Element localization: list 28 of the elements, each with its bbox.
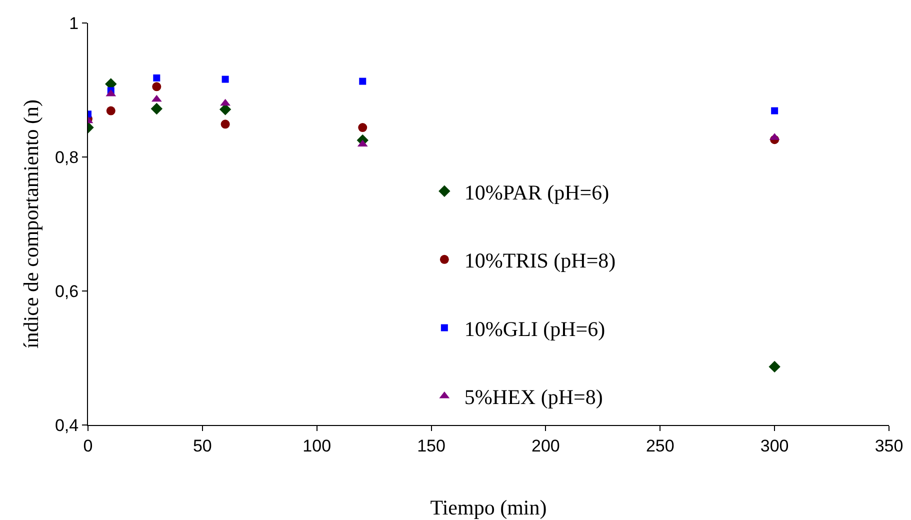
y-tick-label: 1 — [69, 14, 79, 33]
x-tick-label: 250 — [646, 436, 674, 456]
y-axis-title: índice de comportamiento (n) — [19, 100, 44, 348]
x-tick-label: 300 — [760, 436, 789, 456]
y-tick-label: 0,4 — [54, 416, 79, 435]
legend-label: 5%HEX (pH=8) — [464, 385, 603, 410]
x-tick-label: 150 — [417, 436, 446, 456]
point — [768, 360, 780, 373]
y-tick-label: 0,6 — [54, 282, 79, 301]
x-tick-label: 0 — [83, 436, 93, 456]
legend-label: 10%GLI (pH=6) — [464, 316, 606, 341]
legend-label: 10%PAR (pH=6) — [464, 180, 610, 204]
point — [220, 120, 230, 129]
point — [771, 107, 778, 114]
point — [153, 74, 160, 82]
point — [358, 123, 368, 132]
point — [222, 76, 229, 83]
point — [359, 78, 366, 85]
x-tick-label: 50 — [192, 436, 212, 456]
legend-label: 10%TRIS (pH=8) — [464, 248, 616, 273]
x-tick-label: 200 — [532, 436, 560, 456]
point — [152, 82, 162, 92]
x-axis-title: Tiempo (min) — [430, 496, 547, 520]
x-tick-label: 100 — [302, 436, 332, 456]
point — [150, 102, 163, 115]
y-tick-label: 0,8 — [54, 148, 79, 167]
point — [106, 106, 116, 116]
x-tick-label: 350 — [874, 436, 904, 456]
